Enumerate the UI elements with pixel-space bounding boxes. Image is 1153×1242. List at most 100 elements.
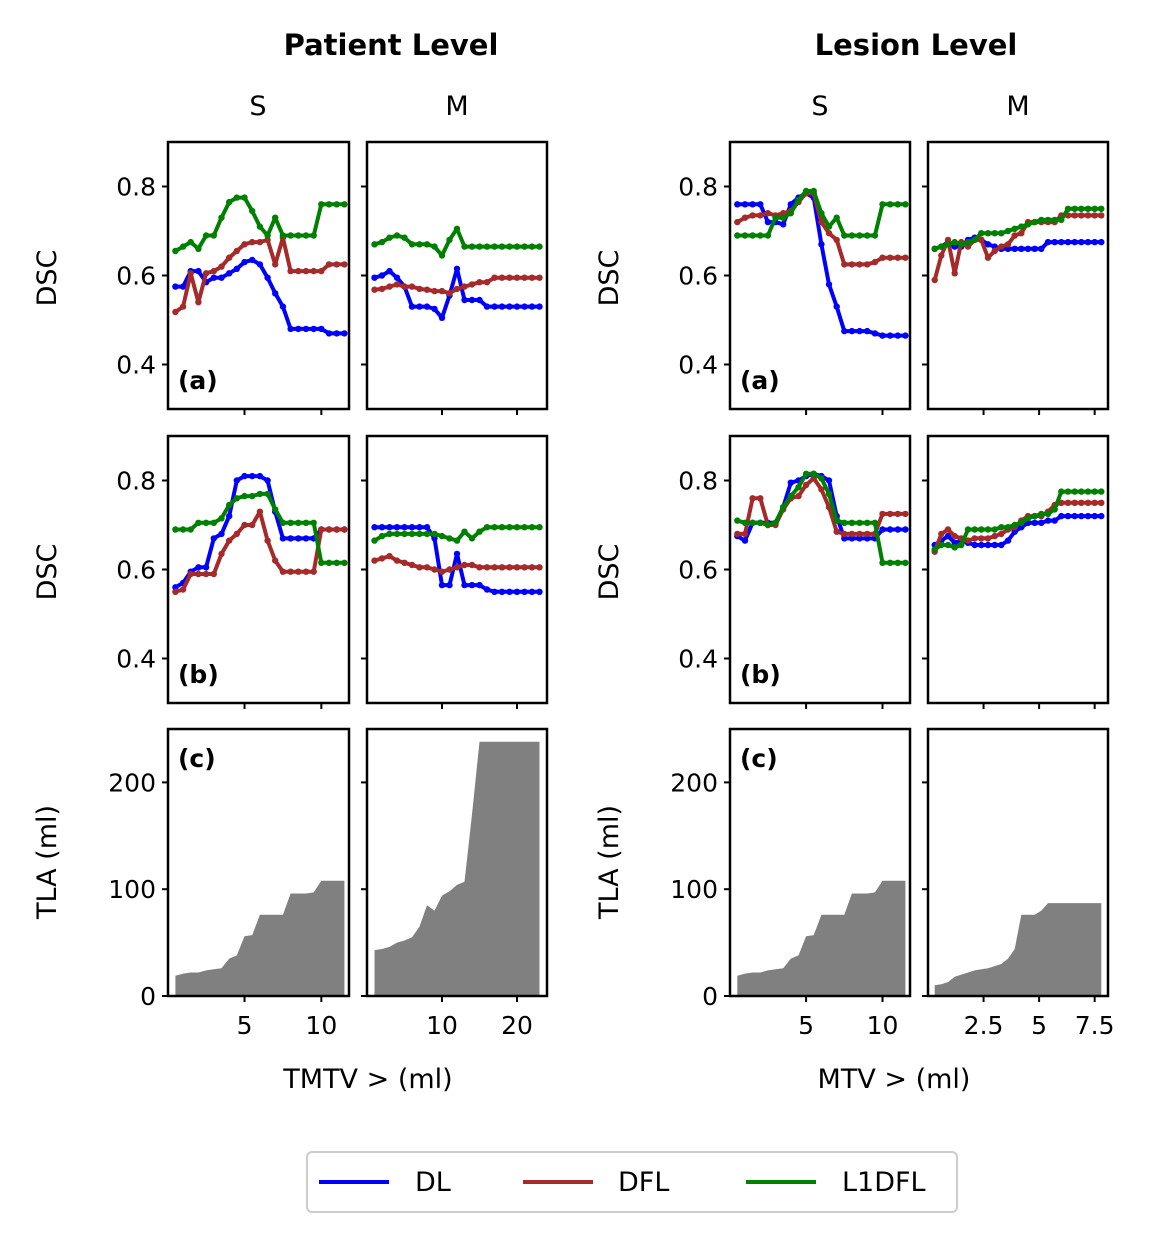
point-l1dfl-patient-s-a (226, 198, 233, 206)
point-l1dfl-lesion-m-a (1098, 205, 1105, 212)
point-dfl-lesion-m-a (931, 276, 938, 284)
point-dfl-patient-m-a (386, 283, 393, 290)
point-dl-lesion-m-a (984, 241, 992, 248)
point-dl-patient-m-b (423, 524, 431, 531)
point-l1dfl-patient-s-b (179, 526, 187, 533)
point-dfl-patient-s-a (287, 267, 294, 275)
point-dfl-patient-s-a (272, 261, 279, 268)
point-l1dfl-patient-m-b (401, 530, 408, 538)
point-dfl-patient-s-a (187, 270, 194, 277)
point-dl-patient-m-b (371, 524, 378, 531)
point-l1dfl-patient-s-a (302, 232, 310, 239)
point-dfl-lesion-m-a (938, 252, 945, 259)
point-l1dfl-lesion-m-a (1051, 216, 1058, 224)
point-l1dfl-patient-s-b (226, 501, 233, 509)
point-dfl-patient-m-b (438, 568, 446, 575)
point-dfl-patient-m-a (483, 279, 491, 286)
point-dl-patient-s-a (318, 325, 325, 333)
point-l1dfl-lesion-s-b (894, 559, 901, 566)
point-dl-lesion-m-a (1004, 245, 1012, 252)
point-l1dfl-patient-s-a (287, 232, 294, 239)
point-l1dfl-patient-m-b (423, 530, 431, 538)
panel-lesion-m-c: 2.5 5 7.5 (922, 727, 1115, 1040)
y-tick-label-patient-s-b: 0.6 (116, 556, 156, 585)
point-l1dfl-lesion-m-b (1011, 521, 1018, 529)
point-dfl-patient-m-a (446, 290, 453, 297)
point-dl-lesion-m-a (1064, 238, 1072, 246)
x-axis-label-lesion: MTV > (ml) (818, 1064, 971, 1095)
point-l1dfl-lesion-m-b (978, 526, 985, 533)
point-dl-patient-s-a (249, 256, 256, 264)
point-dfl-patient-m-a (371, 286, 378, 293)
point-l1dfl-lesion-s-a (856, 232, 863, 239)
point-dfl-patient-m-a (476, 279, 483, 286)
point-dfl-patient-s-b (202, 570, 210, 578)
point-l1dfl-lesion-m-a (991, 230, 998, 237)
point-dfl-patient-s-a (195, 299, 202, 306)
point-dfl-patient-m-a (408, 283, 416, 290)
point-dl-patient-s-a (325, 330, 333, 337)
point-dfl-lesion-s-a (894, 254, 901, 261)
point-dl-lesion-s-a (764, 218, 772, 226)
point-l1dfl-lesion-m-a (998, 230, 1005, 237)
point-dfl-lesion-s-b (841, 530, 848, 538)
point-l1dfl-lesion-s-b (879, 559, 886, 566)
axes-frame-patient-s-c (166, 727, 351, 998)
point-l1dfl-lesion-s-a (757, 232, 764, 239)
point-dfl-patient-m-b (513, 564, 521, 571)
point-l1dfl-lesion-m-a (1044, 216, 1052, 224)
point-dfl-lesion-s-b (848, 530, 856, 538)
point-dl-lesion-m-b (1044, 517, 1052, 524)
column-title-lesion-m: M (1006, 91, 1029, 122)
point-dfl-patient-m-a (423, 286, 431, 293)
point-dfl-patient-m-a (528, 274, 536, 281)
point-dfl-patient-m-a (461, 283, 468, 290)
point-l1dfl-patient-s-b (295, 519, 302, 526)
point-dfl-lesion-s-a (734, 218, 741, 226)
point-l1dfl-patient-m-b (446, 535, 453, 542)
point-dl-lesion-m-b (1058, 512, 1065, 520)
point-l1dfl-patient-m-b (483, 524, 491, 531)
point-l1dfl-patient-m-b (468, 535, 476, 542)
point-l1dfl-patient-s-b (218, 515, 225, 522)
point-l1dfl-lesion-m-a (978, 230, 985, 237)
point-dfl-lesion-s-a (825, 230, 833, 237)
point-dl-lesion-s-a (871, 330, 879, 337)
point-dfl-lesion-s-a (757, 212, 764, 219)
point-dl-lesion-s-b (841, 535, 848, 542)
point-dl-lesion-s-a (780, 221, 787, 228)
point-l1dfl-patient-s-a (210, 232, 217, 239)
point-dfl-lesion-s-b (879, 510, 886, 518)
point-l1dfl-lesion-m-a (938, 243, 945, 250)
panel-patient-m-c: 10 20 (361, 727, 549, 1040)
point-l1dfl-lesion-s-a (764, 232, 772, 239)
point-l1dfl-lesion-m-b (1004, 524, 1012, 531)
point-l1dfl-patient-s-b (256, 490, 264, 498)
point-l1dfl-lesion-s-a (795, 196, 802, 204)
y-tick-label-patient-s-b: 0.8 (116, 467, 156, 496)
point-dl-patient-m-b (438, 581, 446, 589)
point-dfl-patient-m-a (506, 274, 513, 281)
point-dfl-lesion-s-a (886, 254, 894, 261)
point-l1dfl-lesion-s-b (780, 504, 787, 511)
point-dl-lesion-s-a (741, 201, 749, 208)
point-l1dfl-lesion-m-a (1064, 205, 1072, 212)
panel-lesion-m-b (922, 434, 1110, 709)
point-l1dfl-lesion-s-b (833, 517, 840, 524)
panel-lesion-s-b: 0.4 0.6 0.8 (b) (678, 434, 912, 709)
point-l1dfl-lesion-s-b (764, 521, 772, 529)
point-dl-patient-s-a (310, 325, 317, 333)
point-dl-patient-m-b (401, 524, 408, 531)
point-l1dfl-lesion-s-a (772, 214, 779, 221)
point-l1dfl-patient-s-a (256, 223, 264, 230)
point-l1dfl-patient-m-b (521, 524, 528, 531)
point-dfl-lesion-s-a (841, 261, 848, 268)
column-title-patient-s: S (249, 91, 266, 122)
point-l1dfl-lesion-m-b (1071, 488, 1078, 495)
point-l1dfl-patient-s-b (318, 559, 325, 566)
point-dfl-lesion-s-b (749, 495, 756, 502)
point-l1dfl-lesion-m-a (1091, 205, 1098, 212)
point-l1dfl-lesion-s-b (864, 519, 871, 526)
point-dfl-patient-s-b (195, 570, 202, 578)
point-dfl-patient-s-a (210, 267, 217, 275)
